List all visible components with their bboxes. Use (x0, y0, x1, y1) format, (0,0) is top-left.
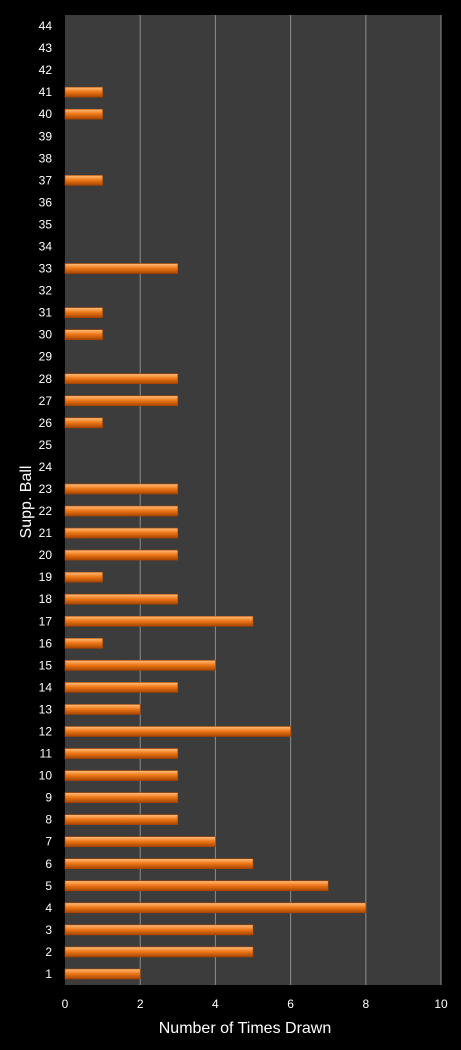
bar-ball-40 (64, 108, 103, 120)
bar-ball-20 (64, 549, 179, 561)
y-tick-label: 2 (45, 945, 52, 959)
bar-ball-7 (64, 836, 216, 848)
bar-ball-11 (64, 748, 179, 759)
bar-ball-13 (64, 704, 141, 715)
y-tick-label: 31 (39, 306, 53, 320)
bar-ball-18 (64, 593, 179, 605)
bar-ball-37 (64, 175, 103, 186)
y-tick-label: 22 (39, 504, 53, 518)
y-tick-label: 33 (39, 262, 53, 276)
bar-ball-21 (64, 527, 179, 539)
bar-ball-3 (64, 924, 254, 936)
y-tick-label: 1 (45, 967, 52, 981)
bar-ball-17 (64, 615, 254, 627)
bars (64, 86, 367, 980)
y-tick-label: 44 (39, 19, 53, 33)
y-tick-label: 23 (39, 482, 53, 496)
x-tick-label: 8 (362, 997, 369, 1011)
bar-ball-1 (64, 968, 141, 980)
y-tick-label: 13 (39, 702, 53, 716)
y-tick-labels: 1234567891011121314151617181920212223242… (39, 19, 53, 981)
bar-ball-30 (64, 329, 103, 340)
bar-ball-22 (64, 505, 179, 517)
y-tick-label: 34 (39, 239, 53, 253)
bar-ball-6 (64, 858, 254, 870)
bar-ball-27 (64, 395, 179, 407)
y-tick-label: 32 (39, 284, 53, 298)
y-tick-label: 42 (39, 63, 53, 77)
y-tick-label: 43 (39, 41, 53, 55)
y-tick-label: 6 (45, 857, 52, 871)
bar-ball-16 (64, 637, 103, 649)
bar-ball-23 (64, 483, 179, 495)
x-tick-labels: 0 2 4 6 8 10 (62, 997, 448, 1011)
bar-ball-4 (64, 902, 367, 914)
y-tick-label: 8 (45, 813, 52, 827)
y-tick-label: 3 (45, 923, 52, 937)
x-tick-label: 0 (62, 997, 69, 1011)
y-tick-label: 19 (39, 570, 53, 584)
x-tick-label: 10 (434, 997, 448, 1011)
y-tick-label: 15 (39, 658, 53, 672)
y-tick-label: 16 (39, 636, 53, 650)
y-tick-label: 25 (39, 438, 53, 452)
y-tick-label: 26 (39, 416, 53, 430)
y-tick-label: 4 (45, 901, 52, 915)
y-tick-label: 7 (45, 835, 52, 849)
y-axis-title: Supp. Ball (18, 466, 35, 539)
bar-ball-28 (64, 373, 179, 385)
y-tick-label: 30 (39, 328, 53, 342)
bar-ball-19 (64, 571, 103, 583)
bar-ball-9 (64, 792, 179, 803)
y-tick-label: 10 (39, 769, 53, 783)
y-tick-label: 12 (39, 724, 53, 738)
y-tick-label: 24 (39, 460, 53, 474)
y-tick-label: 35 (39, 217, 53, 231)
y-tick-label: 5 (45, 879, 52, 893)
bar-ball-8 (64, 814, 179, 825)
bar-ball-12 (64, 726, 291, 737)
bar-ball-2 (64, 946, 254, 958)
bar-ball-10 (64, 770, 179, 781)
y-tick-label: 41 (39, 85, 53, 99)
y-tick-label: 21 (39, 526, 53, 540)
y-tick-label: 20 (39, 548, 53, 562)
x-tick-label: 2 (137, 997, 144, 1011)
y-tick-label: 38 (39, 151, 53, 165)
x-axis-title: Number of Times Drawn (159, 1020, 332, 1037)
bar-ball-14 (64, 682, 179, 693)
y-tick-label: 27 (39, 394, 53, 408)
y-tick-label: 36 (39, 195, 53, 209)
y-tick-label: 28 (39, 372, 53, 386)
x-tick-label: 4 (212, 997, 219, 1011)
y-tick-label: 40 (39, 107, 53, 121)
y-tick-label: 37 (39, 173, 53, 187)
y-tick-label: 11 (40, 747, 53, 761)
bar-ball-31 (64, 307, 103, 318)
bar-ball-33 (64, 263, 179, 274)
bar-ball-41 (64, 86, 103, 98)
y-tick-label: 39 (39, 129, 53, 143)
y-tick-label: 29 (39, 350, 53, 364)
y-tick-label: 17 (39, 614, 53, 628)
y-tick-label: 14 (39, 680, 53, 694)
bar-ball-5 (64, 880, 329, 892)
x-tick-label: 6 (287, 997, 294, 1011)
bar-ball-15 (64, 660, 216, 671)
y-tick-label: 9 (45, 791, 52, 805)
y-tick-label: 18 (39, 592, 53, 606)
bar-ball-26 (64, 417, 103, 429)
